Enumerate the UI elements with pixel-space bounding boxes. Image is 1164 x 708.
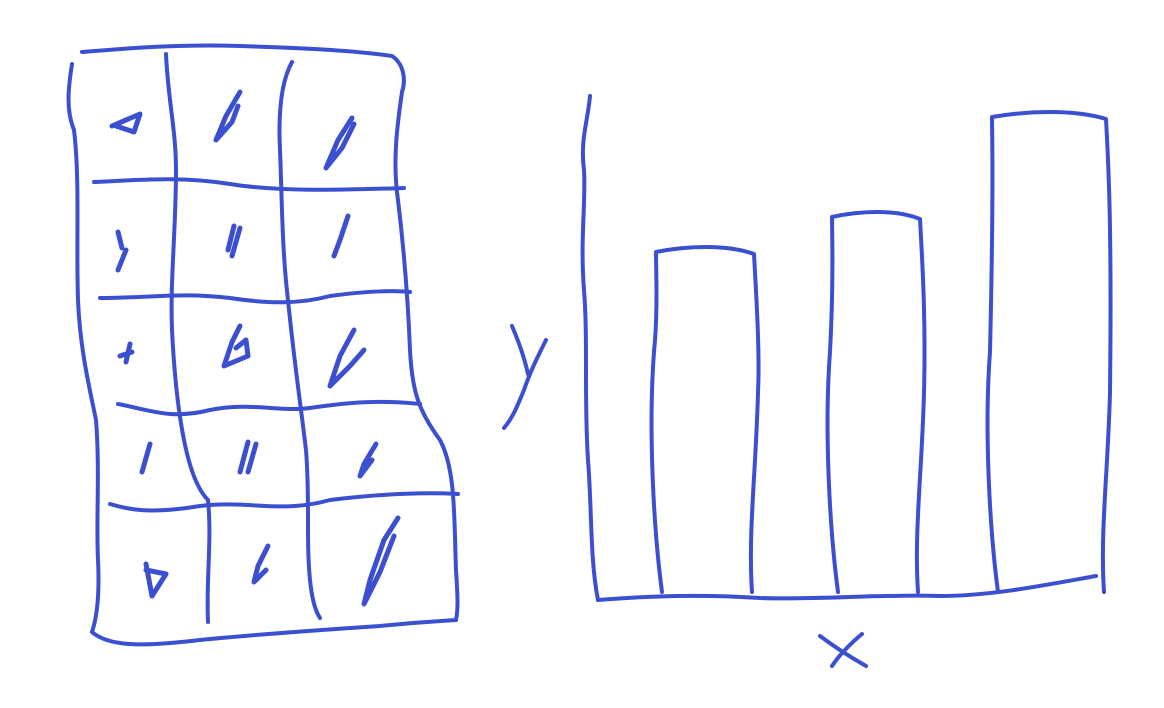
cell-scribble-r5c1	[143, 561, 169, 599]
table-row-divider-4	[108, 491, 460, 513]
x-axis-label-glyph	[818, 632, 868, 668]
table-row-divider-1	[92, 177, 406, 192]
cell-scribble-r4c1	[139, 441, 153, 475]
table-cell-scribbles	[109, 89, 401, 607]
cell-scribble-r3c3	[327, 327, 367, 389]
y-axis-label: y	[520, 379, 521, 381]
table-row-divider-3	[116, 399, 422, 417]
table-border-left	[66, 62, 101, 634]
sketch-table	[66, 43, 460, 647]
cell-scribble-r5c2	[251, 543, 271, 585]
bar-series	[649, 110, 1113, 594]
cell-scribble-r2c3	[331, 213, 351, 259]
cell-scribble-r2c1	[115, 229, 129, 273]
table-column-divider-2	[277, 60, 322, 620]
cell-scribble-r3c1	[117, 341, 135, 365]
table-row-divider-2	[98, 289, 412, 305]
bar-3	[985, 110, 1113, 594]
x-axis-label: x	[840, 659, 841, 661]
table-border-bottom	[90, 618, 458, 647]
cell-scribble-r1c3	[323, 115, 357, 171]
cell-scribble-r3c2	[221, 323, 251, 369]
bar-1	[649, 245, 761, 594]
cell-scribble-r5c3	[361, 515, 401, 607]
y-axis-line	[580, 94, 600, 602]
cell-scribble-r2c2	[225, 223, 243, 259]
table-column-divider-1	[164, 52, 212, 624]
sketch-bar-chart: y x	[502, 94, 1113, 668]
bar-2	[825, 210, 927, 594]
cell-scribble-r4c2	[237, 439, 259, 475]
cell-scribble-r1c2	[213, 89, 243, 143]
table-border-top	[80, 43, 406, 94]
table-border-right	[393, 90, 460, 622]
cell-scribble-r1c1	[109, 111, 143, 135]
x-axis-line	[596, 574, 1098, 602]
cell-scribble-r4c3	[357, 441, 379, 479]
y-axis-label-glyph	[502, 324, 548, 430]
